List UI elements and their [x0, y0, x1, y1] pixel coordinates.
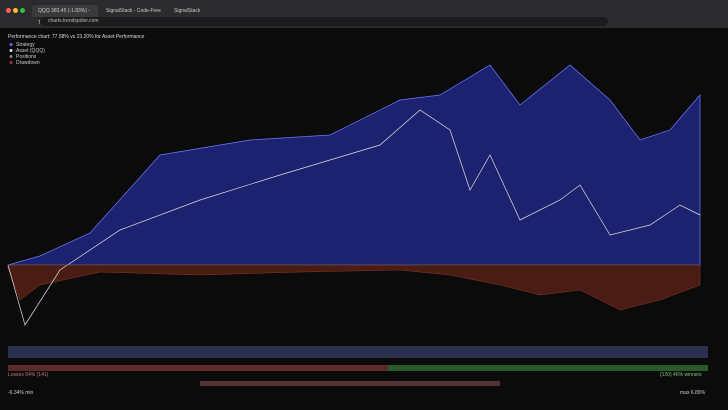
- legend-swatch: [9, 43, 13, 46]
- minimize[interactable]: [13, 8, 18, 13]
- legend-swatch: [9, 55, 13, 58]
- legend-swatch: [9, 49, 13, 52]
- legend-item: Drawdown: [16, 60, 40, 66]
- plot: [7, 43, 708, 386]
- strategy-area: [7, 64, 701, 266]
- legend-item: Strategy: [16, 42, 35, 48]
- legend-item: Asset (QQQ): [16, 48, 45, 54]
- chart-area: Performance chart: 77.58% vs 23.20% for …: [0, 28, 728, 410]
- address-bar[interactable]: charts.trendspider.com: [40, 17, 608, 26]
- tab[interactable]: SignalStack: [174, 8, 201, 14]
- distribution-bar: [200, 381, 500, 386]
- tab[interactable]: QQQ 383.45 (-1.83%) - Tre...: [32, 5, 98, 26]
- drawdown-area: [7, 264, 701, 311]
- winners-label: (120) 46% winners: [660, 372, 702, 378]
- min-label: -6.34% min: [8, 390, 34, 396]
- browser-chrome: QQQ 383.45 (-1.83%) - Tre... SignalStack…: [0, 0, 728, 28]
- maximize[interactable]: [20, 8, 25, 13]
- losses-label: Losses 54% (141): [8, 372, 49, 378]
- chart-title: Performance chart: 77.58% vs 23.20% for …: [8, 34, 145, 40]
- max-label: max 6.89%: [680, 390, 706, 396]
- asset-line: [7, 109, 701, 326]
- close[interactable]: [6, 8, 11, 13]
- legend-swatch: [9, 61, 13, 64]
- legend-item: Positions: [16, 54, 37, 60]
- win-strip: [388, 365, 708, 371]
- timeline-navigator[interactable]: [8, 346, 708, 358]
- tab[interactable]: SignalStack - Code-Free Stra...: [106, 8, 161, 26]
- loss-strip: [8, 365, 388, 371]
